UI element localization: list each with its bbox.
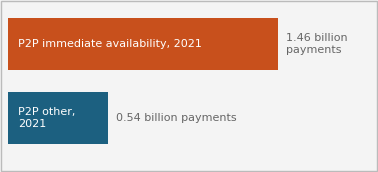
- Text: 0.54 billion payments: 0.54 billion payments: [116, 113, 237, 123]
- Text: P2P other,
2021: P2P other, 2021: [18, 107, 75, 129]
- FancyBboxPatch shape: [8, 18, 278, 70]
- FancyBboxPatch shape: [8, 92, 108, 144]
- Text: 1.46 billion
payments: 1.46 billion payments: [286, 33, 348, 55]
- Text: P2P immediate availability, 2021: P2P immediate availability, 2021: [18, 39, 202, 49]
